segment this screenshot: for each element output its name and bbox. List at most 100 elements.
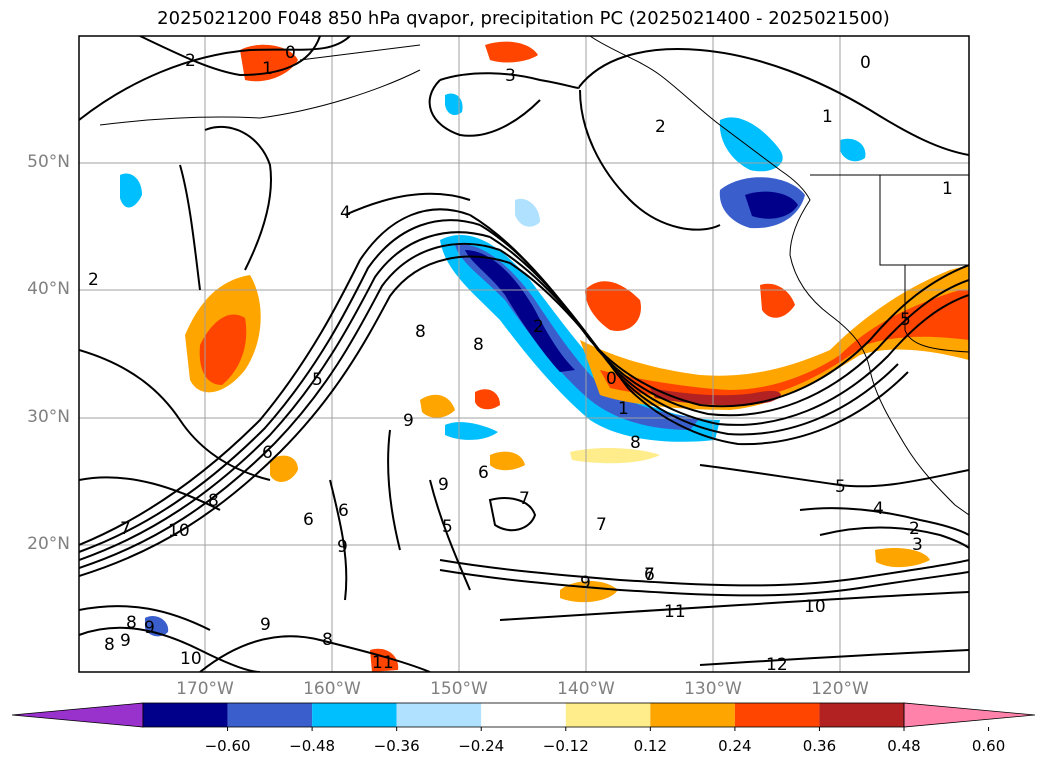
- contour-label: 8: [473, 335, 484, 355]
- contour-label: 5: [312, 370, 323, 390]
- colorbar-swatch: [396, 703, 482, 727]
- contour-label: 2: [533, 317, 544, 337]
- negative-precip-small1: [120, 173, 142, 208]
- contour-label: 6: [644, 565, 655, 585]
- colorbar-swatch: [227, 703, 313, 727]
- map-title: 2025021200 F048 850 hPa qvapor, precipit…: [157, 8, 890, 29]
- contour-label: 2: [185, 51, 196, 71]
- colorbar-swatch: [143, 703, 228, 727]
- colorbar-label: −0.12: [542, 737, 589, 755]
- colorbar-swatch: [650, 703, 735, 727]
- contour-label: 9: [144, 618, 155, 638]
- colorbar-swatch: [819, 703, 904, 727]
- contour-label: 1: [822, 107, 833, 127]
- contour-label: 9: [260, 615, 271, 635]
- lon-label: 140°W: [557, 679, 615, 699]
- contour-label: 8: [104, 635, 115, 655]
- contour-label: 7: [644, 565, 655, 585]
- contour-label: 1: [262, 59, 273, 79]
- contour-label: 10: [168, 521, 190, 541]
- contour-label: 6: [262, 443, 273, 463]
- negative-precip-peak: [465, 250, 575, 372]
- contour-label: 6: [478, 463, 489, 483]
- contour-label: 9: [337, 537, 348, 557]
- contour-label: 12: [766, 655, 788, 675]
- negative-precip-small3: [445, 422, 498, 440]
- negative-precip-small5: [840, 138, 866, 162]
- colorbar-label: −0.48: [289, 737, 336, 755]
- positive-precip-small3: [475, 389, 500, 410]
- colorbar-swatch: [312, 703, 397, 727]
- colorbar-outline: [142, 702, 905, 728]
- colorbar-extend-low: [11, 702, 144, 728]
- lon-label: 130°W: [684, 679, 742, 699]
- positive-precip-south: [570, 448, 660, 464]
- positive-precip-north: [240, 44, 298, 82]
- negative-precip-small4: [515, 198, 540, 227]
- colorbar-label: 0.12: [633, 737, 668, 755]
- lat-label: 50°N: [27, 152, 70, 172]
- contour-label: 6: [303, 510, 314, 530]
- colorbar-swatch: [565, 703, 651, 727]
- lat-label: 20°N: [27, 534, 70, 554]
- lat-label: 40°N: [27, 279, 70, 299]
- colorbar-label: 0.36: [802, 737, 837, 755]
- contour-label: 1: [942, 179, 953, 199]
- positive-precip-small2: [420, 394, 455, 418]
- negative-precip-small2: [445, 93, 463, 116]
- positive-precip-west-core: [199, 314, 247, 385]
- negative-precip-coast: [719, 117, 783, 172]
- colorbar-label: −0.36: [373, 737, 420, 755]
- colorbar-label: −0.60: [204, 737, 251, 755]
- contour-label: 8: [208, 491, 219, 511]
- coastlines: [99, 36, 969, 516]
- positive-precip-gulf: [585, 281, 641, 331]
- contour-label: 4: [340, 203, 351, 223]
- contour-label: 9: [438, 475, 449, 495]
- contour-label: 0: [860, 53, 871, 73]
- contour-label: 8: [630, 433, 641, 453]
- contour-label: 8: [322, 630, 333, 650]
- positive-precip-band: [580, 265, 969, 410]
- positive-precip-small1: [760, 283, 795, 318]
- colorbar-extend-high: [903, 702, 1036, 728]
- positive-precip-sw: [875, 548, 930, 568]
- colorbar-label: 0.24: [718, 737, 752, 755]
- positive-precip-small4: [490, 451, 525, 471]
- map-panel: 0 2 1 3 0 1 1 2 4 2 8 8 5 2 0 1 8 9 6 9 …: [79, 36, 969, 675]
- contour-label: 0: [285, 43, 296, 63]
- contour-label: 5: [900, 310, 911, 330]
- contour-label: 3: [912, 535, 923, 555]
- contour-label: 5: [835, 477, 846, 497]
- contour-label: 9: [120, 631, 131, 651]
- positive-precip-small5: [270, 455, 298, 482]
- colorbar-label: −0.24: [458, 737, 505, 755]
- precipitation-shading: [120, 41, 969, 672]
- contour-label: 7: [596, 515, 607, 535]
- contour-label: 9: [403, 411, 414, 431]
- contour-label: 10: [804, 597, 826, 617]
- contour-label: 11: [664, 602, 686, 622]
- contour-label: 2: [909, 519, 920, 539]
- lon-label: 160°W: [303, 679, 361, 699]
- contour-label: 7: [120, 519, 131, 539]
- negative-precip-nw-core: [745, 191, 798, 219]
- colorbar-swatch: [481, 703, 566, 727]
- contour-label: 6: [338, 501, 349, 521]
- contour-label: 5: [442, 517, 453, 537]
- positive-precip-north2: [485, 41, 538, 63]
- contour-label: 8: [415, 322, 426, 342]
- colorbar-label: 0.60: [971, 737, 1006, 755]
- contour-label: 7: [519, 489, 530, 509]
- contour-label: 4: [873, 499, 884, 519]
- contour-label: 3: [505, 66, 516, 86]
- colorbar-swatch: [734, 703, 820, 727]
- lon-label: 170°W: [176, 679, 234, 699]
- contour-label: 8: [126, 613, 137, 633]
- contour-label: 0: [606, 369, 617, 389]
- contour-label: 11: [372, 653, 394, 673]
- contour-labels: 0 2 1 3 0 1 1 2 4 2 8 8 5 2 0 1 8 9 6 9 …: [88, 43, 953, 675]
- colorbar: [11, 702, 1036, 731]
- lon-label: 150°W: [430, 679, 488, 699]
